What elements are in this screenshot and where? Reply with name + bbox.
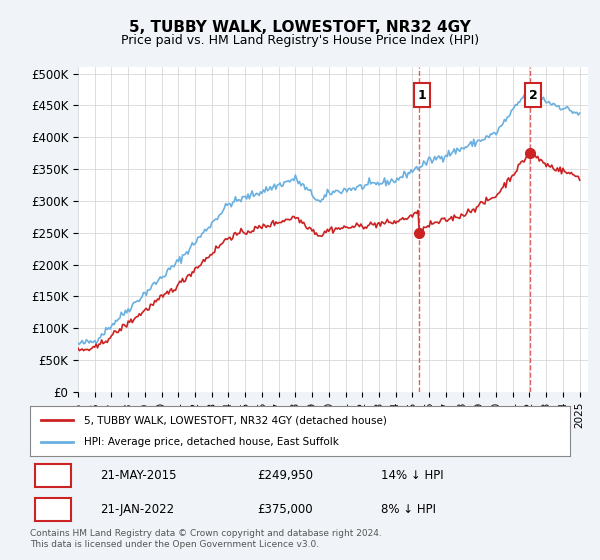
Text: £249,950: £249,950 [257,469,313,482]
Text: 2: 2 [49,503,58,516]
Text: 8% ↓ HPI: 8% ↓ HPI [381,503,436,516]
FancyBboxPatch shape [35,498,71,521]
Text: 2: 2 [529,88,538,102]
Text: 1: 1 [418,88,426,102]
Text: Price paid vs. HM Land Registry's House Price Index (HPI): Price paid vs. HM Land Registry's House … [121,34,479,46]
Text: 5, TUBBY WALK, LOWESTOFT, NR32 4GY: 5, TUBBY WALK, LOWESTOFT, NR32 4GY [129,20,471,35]
FancyBboxPatch shape [525,83,541,108]
Text: Contains HM Land Registry data © Crown copyright and database right 2024.
This d: Contains HM Land Registry data © Crown c… [30,529,382,549]
Text: HPI: Average price, detached house, East Suffolk: HPI: Average price, detached house, East… [84,437,339,447]
Text: 5, TUBBY WALK, LOWESTOFT, NR32 4GY (detached house): 5, TUBBY WALK, LOWESTOFT, NR32 4GY (deta… [84,415,387,425]
Text: 21-JAN-2022: 21-JAN-2022 [100,503,175,516]
Text: 21-MAY-2015: 21-MAY-2015 [100,469,176,482]
Text: 14% ↓ HPI: 14% ↓ HPI [381,469,443,482]
Text: £375,000: £375,000 [257,503,313,516]
Text: 1: 1 [49,469,58,482]
FancyBboxPatch shape [414,83,430,108]
FancyBboxPatch shape [35,464,71,487]
